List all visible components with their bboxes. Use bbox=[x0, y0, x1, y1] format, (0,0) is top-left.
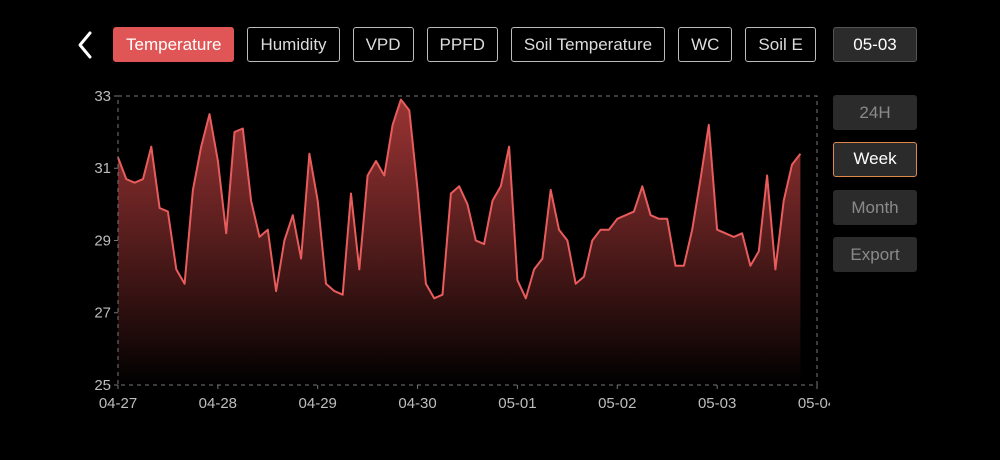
y-tick-label: 31 bbox=[94, 160, 111, 177]
x-tick-label: 04-29 bbox=[299, 395, 337, 412]
y-tick-label: 29 bbox=[94, 232, 111, 249]
x-tick-label: 05-01 bbox=[498, 395, 536, 412]
plot-frame bbox=[117, 95, 818, 386]
y-tick-label: 25 bbox=[94, 377, 111, 394]
tab[interactable]: Soil Temperature bbox=[510, 27, 666, 62]
range-button[interactable]: Export bbox=[833, 236, 917, 272]
y-tick-label: 33 bbox=[94, 88, 111, 105]
range-button[interactable]: 24H bbox=[833, 95, 917, 130]
date-button[interactable]: 05-03 bbox=[833, 27, 917, 62]
range-button[interactable]: Month bbox=[833, 189, 917, 225]
tab[interactable]: PPFD bbox=[426, 27, 498, 62]
y-tick-label: 27 bbox=[94, 305, 111, 322]
x-tick-label: 05-04 bbox=[798, 395, 830, 412]
x-tick-label: 04-27 bbox=[99, 395, 137, 412]
x-tick-label: 04-28 bbox=[199, 395, 237, 412]
x-tick-label: 05-02 bbox=[598, 395, 636, 412]
tab[interactable]: Soil E bbox=[745, 27, 816, 62]
back-button[interactable] bbox=[70, 27, 100, 63]
tab[interactable]: WC bbox=[678, 27, 733, 62]
tab[interactable]: Humidity bbox=[247, 27, 340, 62]
chart: 25 27 29 31 33 04-27 04-28 04-29 04-30 05-01 05-02… bbox=[94, 88, 830, 412]
tab[interactable]: Temperature bbox=[113, 27, 235, 62]
x-tick-label: 05-03 bbox=[698, 395, 736, 412]
area-fill bbox=[118, 99, 801, 385]
tab-bar: Temperature Humidity VPD PPFD Soil Temperatu… bbox=[113, 27, 822, 63]
data-line bbox=[117, 98, 802, 300]
range-button[interactable]: Week bbox=[833, 142, 917, 178]
x-tick-label: 04-30 bbox=[398, 395, 436, 412]
tab[interactable]: VPD bbox=[352, 27, 414, 62]
